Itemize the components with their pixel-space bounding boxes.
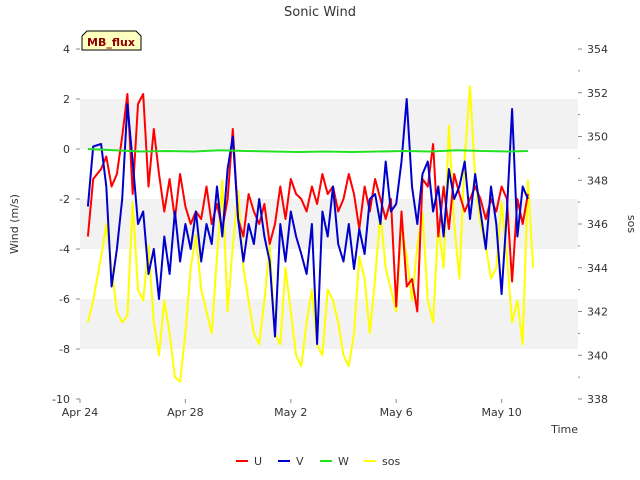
mb-flux-badge: MB_flux bbox=[81, 30, 142, 51]
y2-tick-label: 338 bbox=[587, 393, 608, 406]
y2-tick-label: 344 bbox=[587, 262, 608, 275]
y2-tick-label: 342 bbox=[587, 306, 608, 319]
y-axis-label: Wind (m/s) bbox=[8, 194, 21, 254]
y2-tick-label: 352 bbox=[587, 87, 608, 100]
y-tick-label: -4 bbox=[59, 243, 70, 256]
x-tick-label: May 6 bbox=[380, 406, 413, 419]
series-line-sos bbox=[86, 85, 535, 383]
y2-axis-label: sos bbox=[625, 215, 638, 233]
y-axis-right: 338 340 342 344 346 348 350 352 354 bbox=[578, 43, 608, 406]
y-tick-label: -8 bbox=[59, 343, 70, 356]
series-lines bbox=[86, 85, 535, 383]
series-line-v bbox=[86, 98, 529, 345]
x-tick-label: Apr 28 bbox=[167, 406, 204, 419]
y2-tick-label: 354 bbox=[587, 43, 608, 56]
legend-label-w: W bbox=[338, 455, 349, 468]
y2-tick-label: 348 bbox=[587, 174, 608, 187]
series-line-w bbox=[87, 148, 528, 153]
y-tick-label: -6 bbox=[59, 293, 70, 306]
x-axis: Apr 24 Apr 28 May 2 May 6 May 10 bbox=[62, 399, 522, 419]
chart-title: Sonic Wind bbox=[284, 5, 356, 20]
y2-tick-label: 346 bbox=[587, 218, 608, 231]
y-tick-label: 4 bbox=[63, 43, 70, 56]
x-tick-label: Apr 24 bbox=[62, 406, 99, 419]
badge-box bbox=[81, 30, 142, 51]
legend-label-u: U bbox=[254, 455, 262, 468]
band-2 bbox=[80, 99, 578, 149]
y-tick-label: 2 bbox=[63, 93, 70, 106]
x-tick-label: May 10 bbox=[481, 406, 521, 419]
series-line-u bbox=[86, 93, 529, 313]
legend-label-sos: sos bbox=[382, 455, 400, 468]
x-tick-label: May 2 bbox=[274, 406, 307, 419]
y2-tick-label: 340 bbox=[587, 349, 608, 362]
y-tick-label: 0 bbox=[63, 143, 70, 156]
x-axis-label: Time bbox=[550, 423, 578, 436]
badge-label: MB_flux bbox=[87, 36, 135, 49]
legend-label-v: V bbox=[296, 455, 304, 468]
y-axis-left: -10 -8 -6 -4 -2 0 2 4 bbox=[52, 43, 80, 406]
y2-tick-label: 350 bbox=[587, 131, 608, 144]
y-tick-label: -2 bbox=[59, 193, 70, 206]
y-tick-label: -10 bbox=[52, 393, 70, 406]
